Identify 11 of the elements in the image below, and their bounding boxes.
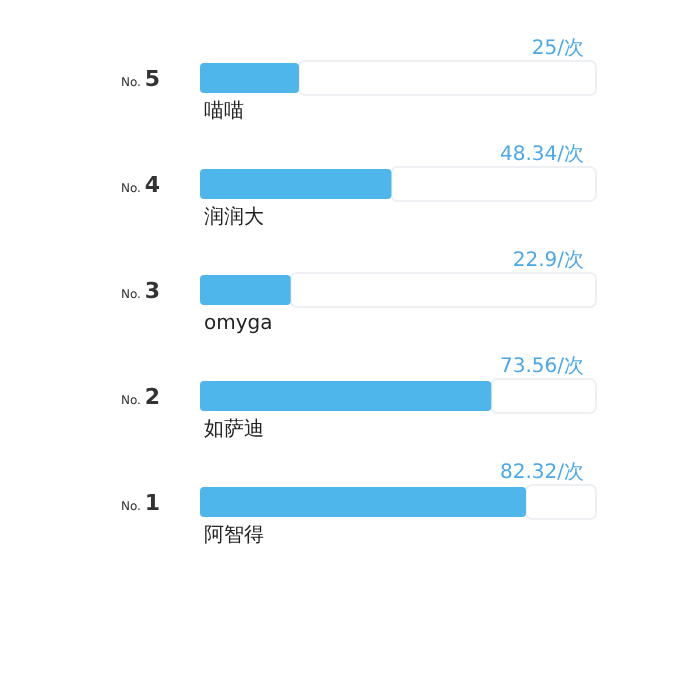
bar bbox=[200, 275, 291, 305]
data-label: 82.32/次 bbox=[500, 462, 584, 484]
annotation: 阿智得 bbox=[204, 523, 264, 547]
data-label: 73.56/次 bbox=[500, 356, 584, 378]
annotation: 如萨迪 bbox=[204, 417, 264, 441]
annotation: 润润大 bbox=[204, 205, 264, 229]
data-label: 25/次 bbox=[531, 38, 584, 60]
data-label: 22.9/次 bbox=[512, 250, 584, 272]
data-label: 48.34/次 bbox=[500, 144, 584, 166]
annotation: omyga bbox=[204, 313, 273, 335]
annotation: 喵喵 bbox=[204, 99, 244, 123]
